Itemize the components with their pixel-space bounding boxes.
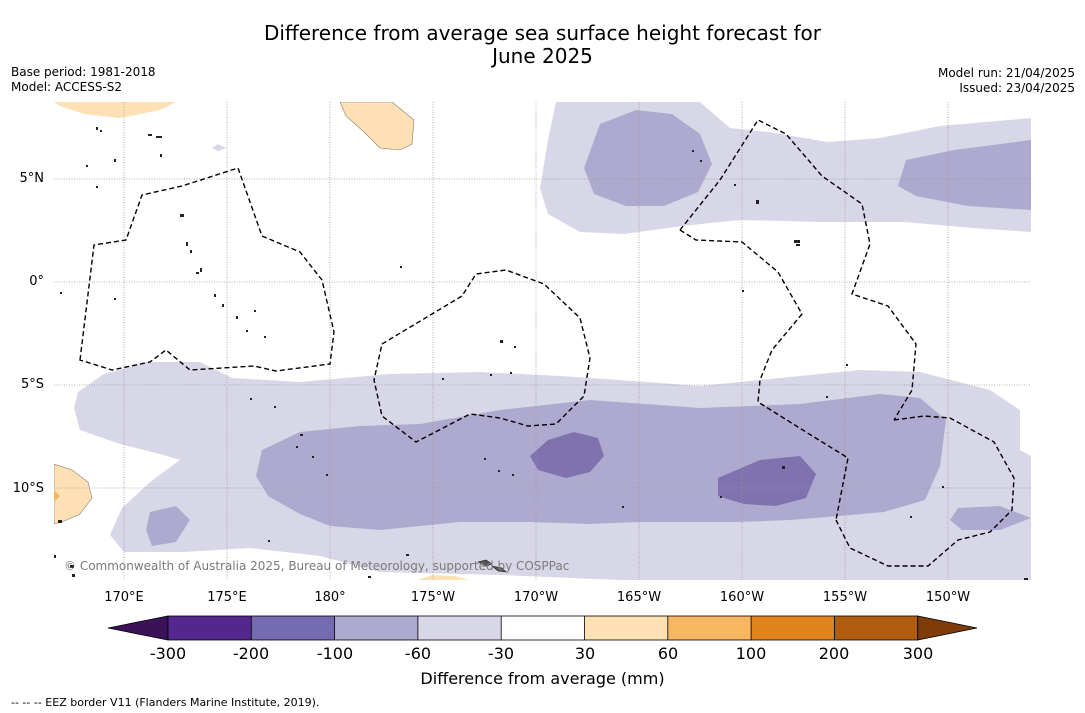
lat-label-10s: 10°S — [12, 481, 44, 496]
model-name: Model: ACCESS-S2 — [11, 80, 123, 94]
colorbar-tick: 100 — [735, 644, 767, 663]
eez-border-central — [373, 269, 591, 443]
colorbar-seg-4 — [417, 616, 502, 640]
anomaly-patch-southwest — [146, 506, 190, 546]
map-title-line-1: Difference from average sea surface heig… — [263, 21, 822, 45]
map-gridlines — [54, 102, 1031, 580]
positive-patch-north — [339, 102, 415, 151]
colorbar-tick: 200 — [818, 644, 850, 663]
island-markers — [54, 127, 1028, 580]
meta-right: Model run: 21/04/2025 Issued: 23/04/2025 — [938, 66, 1075, 96]
anomaly-patch-southeast — [950, 506, 1031, 530]
positive-patch-bottom — [418, 575, 468, 580]
colorbar-seg-6 — [584, 616, 668, 640]
colorbar-extend-low — [107, 615, 169, 641]
colorbar-tick: 60 — [657, 644, 679, 663]
colorbar-tick: 30 — [574, 644, 596, 663]
anomaly-region-north-core-east — [898, 140, 1031, 210]
small-anomaly-patch — [212, 144, 226, 151]
colorbar-tick: 300 — [902, 644, 934, 663]
island-fiji-fragment — [54, 490, 60, 502]
lon-label-150w: 150°W — [925, 590, 971, 605]
lon-label-170e: 170°E — [104, 590, 144, 605]
island-samoa — [477, 559, 507, 573]
eez-footnote: -- -- -- EEZ border V11 (Flanders Marine… — [11, 696, 320, 709]
lat-label-5n: 5°N — [19, 171, 45, 186]
colorbar-tick: -100 — [316, 644, 354, 663]
lon-label-165w: 165°W — [616, 590, 662, 605]
map-area — [54, 102, 1031, 580]
model-run: Model run: 21/04/2025 — [937, 66, 1075, 80]
issued-date: Issued: 23/04/2025 — [959, 81, 1075, 95]
lon-label-175e: 175°E — [207, 590, 247, 605]
positive-patch-northwest — [54, 102, 176, 118]
colorbar-seg-9 — [834, 616, 918, 640]
eez-border-east — [835, 415, 1015, 567]
colorbar-seg-2 — [251, 616, 335, 640]
eez-borders — [79, 119, 1015, 567]
colorbar — [107, 615, 978, 641]
colorbar-tick: -60 — [404, 644, 432, 663]
meta-left: Base period: 1981-2018 Model: ACCESS-S2 — [11, 65, 156, 95]
lon-label-160w: 160°W — [719, 590, 765, 605]
colorbar-seg-1 — [168, 616, 252, 640]
copyright-notice: © Commonwealth of Australia 2025, Bureau… — [64, 559, 570, 573]
lon-label-180: 180° — [314, 590, 346, 605]
eez-border-line-islands-south — [679, 229, 849, 521]
lon-label-170w: 170°W — [513, 590, 559, 605]
map-title-line-2: June 2025 — [492, 44, 593, 68]
colorbar-seg-5 — [501, 616, 585, 640]
colorbar-title: Difference from average (mm) — [420, 669, 665, 688]
colorbar-tick: -200 — [232, 644, 270, 663]
eez-border-kiribati-west — [79, 167, 335, 372]
lat-label-5s: 5°S — [20, 377, 44, 392]
base-period: Base period: 1981-2018 — [11, 65, 156, 79]
anomaly-region-north-core-west — [584, 110, 712, 206]
colorbar-seg-7 — [667, 616, 752, 640]
anomaly-core-east — [718, 456, 816, 506]
eez-border-line-islands — [679, 119, 917, 421]
lon-label-155w: 155°W — [822, 590, 868, 605]
lat-label-0: 0° — [29, 274, 44, 289]
colorbar-seg-8 — [751, 616, 835, 640]
positive-patch-west — [54, 463, 93, 525]
lon-label-175w: 175°W — [410, 590, 456, 605]
anomaly-core-central — [530, 432, 604, 478]
colorbar-tick: -30 — [487, 644, 515, 663]
colorbar-tick: -300 — [149, 644, 187, 663]
colorbar-seg-3 — [334, 616, 418, 640]
colorbar-extend-high — [917, 615, 978, 641]
